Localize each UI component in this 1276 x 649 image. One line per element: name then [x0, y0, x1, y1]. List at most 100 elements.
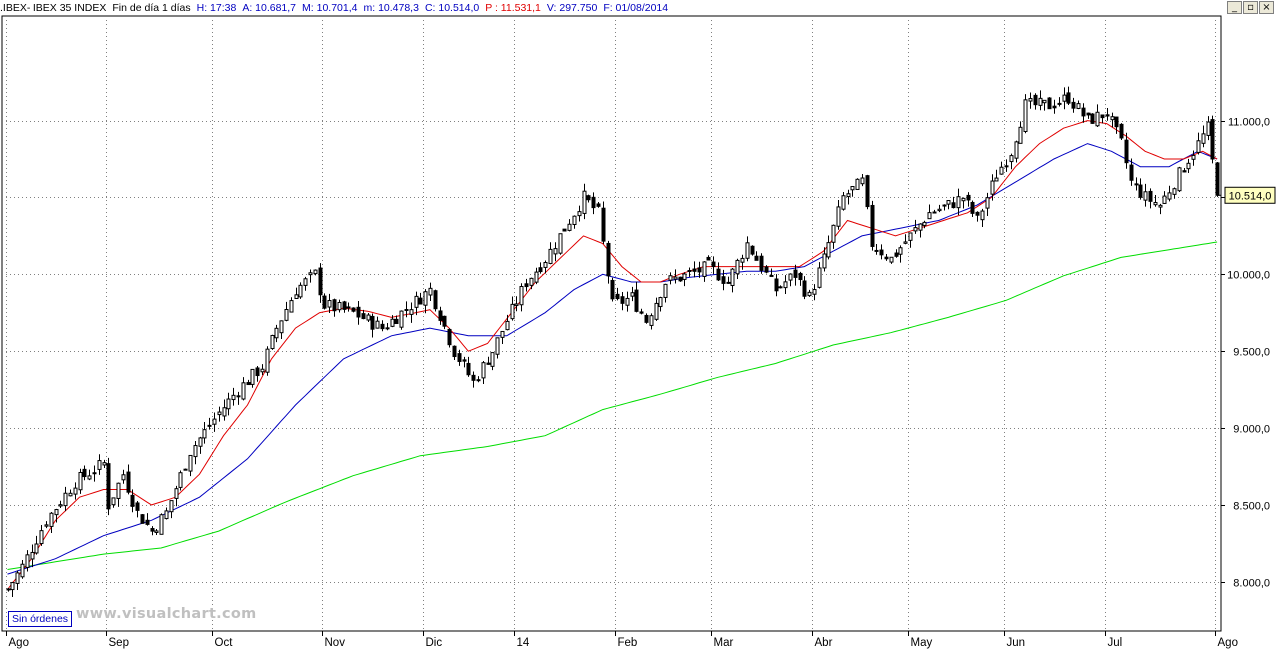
- candle-up: [495, 337, 500, 355]
- candle-up: [558, 233, 563, 254]
- candle-up: [663, 283, 668, 298]
- candle-down: [870, 204, 875, 247]
- candle-up: [822, 253, 827, 269]
- candle-up: [154, 530, 159, 533]
- candle-down: [1134, 183, 1139, 186]
- candle-up: [15, 572, 20, 584]
- candle-down: [1182, 170, 1187, 173]
- candle-up: [567, 223, 572, 231]
- candle-down: [798, 272, 803, 281]
- candle-up: [961, 197, 966, 202]
- candle-down: [562, 228, 567, 232]
- x-tick-label: Feb: [618, 637, 638, 649]
- candle-up: [730, 268, 735, 287]
- minimize-icon[interactable]: _: [1227, 1, 1242, 14]
- x-tick-label: May: [911, 637, 933, 649]
- candle-up: [783, 281, 788, 289]
- candle-down: [634, 289, 639, 312]
- candle-up: [534, 271, 539, 283]
- candle-down: [126, 471, 131, 493]
- x-tick-label: Jun: [1007, 637, 1026, 649]
- candle-down: [879, 249, 884, 256]
- candle-down: [452, 345, 457, 358]
- candle-up: [726, 281, 731, 284]
- candle-down: [318, 267, 323, 296]
- candle-down: [687, 270, 692, 273]
- candle-down: [1119, 123, 1124, 139]
- candle-up: [274, 327, 279, 339]
- candle-up: [999, 166, 1004, 175]
- candle-up: [399, 310, 404, 328]
- close-icon[interactable]: ×: [1259, 1, 1274, 14]
- candle-up: [553, 248, 558, 255]
- candle-down: [438, 310, 443, 321]
- candle-down: [462, 359, 467, 362]
- candle-up: [1158, 204, 1163, 208]
- candle-up: [337, 302, 342, 311]
- candle-up: [116, 482, 121, 499]
- candle-down: [457, 353, 462, 362]
- candle-down: [1071, 101, 1076, 109]
- candle-up: [817, 267, 822, 288]
- candle-up: [980, 210, 985, 221]
- candle-down: [1138, 184, 1143, 198]
- candle-up: [1028, 98, 1033, 102]
- candle-up: [178, 472, 183, 488]
- candle-down: [697, 267, 702, 273]
- candle-down: [615, 293, 620, 300]
- candle-down: [774, 278, 779, 292]
- y-tick-label: 9.000,0: [1233, 424, 1270, 436]
- candle-up: [202, 429, 207, 439]
- candle-down: [970, 201, 975, 214]
- candle-up: [1018, 126, 1023, 144]
- candle-down: [793, 269, 798, 278]
- candle-up: [1110, 116, 1115, 121]
- candle-up: [548, 248, 553, 264]
- candle-up: [409, 309, 414, 315]
- candle-up: [990, 180, 995, 195]
- orders-status-button[interactable]: Sin órdenes: [8, 611, 73, 627]
- candle-up: [855, 178, 860, 190]
- candle-down: [135, 502, 140, 511]
- candle-up: [582, 190, 587, 214]
- candle-up: [49, 512, 54, 527]
- header-close: C: 10.514,0: [424, 2, 480, 14]
- candle-down: [754, 255, 759, 261]
- ma-red-line: [7, 120, 1218, 590]
- candle-down: [678, 276, 683, 282]
- candle-down: [471, 374, 476, 381]
- candle-down: [183, 468, 188, 471]
- candle-down: [692, 268, 697, 272]
- candle-down: [106, 463, 111, 510]
- candle-up: [994, 177, 999, 182]
- candle-up: [812, 289, 817, 295]
- candle-up: [313, 269, 318, 275]
- candle-down: [750, 245, 755, 255]
- candle-down: [255, 367, 260, 377]
- candle-up: [745, 242, 750, 259]
- x-tick-label: Nov: [325, 637, 346, 649]
- candle-down: [1129, 164, 1134, 181]
- candle-down: [606, 242, 611, 277]
- candle-up: [1186, 162, 1191, 170]
- candle-up: [44, 524, 49, 527]
- candle-up: [702, 261, 707, 277]
- candle-up: [63, 492, 68, 507]
- candle-up: [922, 221, 927, 226]
- candle-up: [1095, 111, 1100, 127]
- candle-up: [519, 286, 524, 306]
- candle-down: [82, 468, 87, 478]
- watermark: www.visualchart.com: [76, 606, 257, 622]
- candle-up: [34, 543, 39, 554]
- candle-up: [946, 200, 951, 205]
- candle-up: [908, 232, 913, 241]
- y-tick-label: 11.000,0: [1228, 117, 1270, 129]
- candle-down: [764, 266, 769, 273]
- candle-up: [826, 242, 831, 258]
- candle-up: [169, 500, 174, 513]
- candle-down: [711, 261, 716, 268]
- candle-up: [260, 368, 265, 373]
- y-tick-label: 10.000,0: [1227, 270, 1270, 282]
- maximize-icon[interactable]: ▫: [1243, 1, 1258, 14]
